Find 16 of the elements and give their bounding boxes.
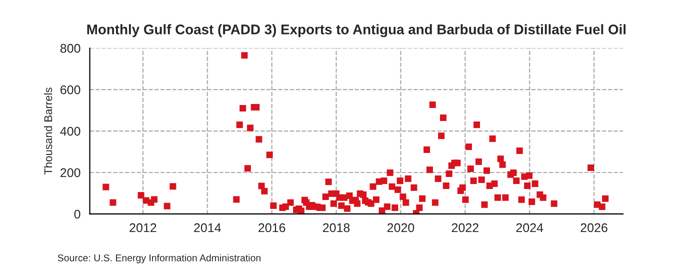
- x-tick-label: 2014: [194, 223, 221, 232]
- x-tick-label: 2026: [580, 223, 608, 232]
- y-tick-label: 800: [60, 44, 80, 53]
- y-axis-title: Thousand Barrels: [44, 88, 52, 175]
- chart-title: Monthly Gulf Coast (PADD 3) Exports to Antigua and Barbuda of Distillate Fuel Oil: [87, 24, 626, 38]
- x-tick-label: 2020: [387, 223, 414, 232]
- x-tick-label: 2012: [130, 223, 156, 232]
- x-tick-label: 2016: [258, 223, 286, 232]
- y-tick-label: 200: [60, 168, 80, 178]
- x-tick-label: 2024: [516, 223, 544, 232]
- x-tick-label: 2018: [322, 223, 350, 232]
- y-tick-label: 600: [60, 85, 80, 94]
- y-tick-label: 400: [60, 126, 80, 136]
- x-tick-label: 2022: [452, 223, 478, 232]
- y-tick-label: 0: [74, 210, 80, 219]
- source-note: Source: U.S. Energy Information Administration: [58, 254, 260, 264]
